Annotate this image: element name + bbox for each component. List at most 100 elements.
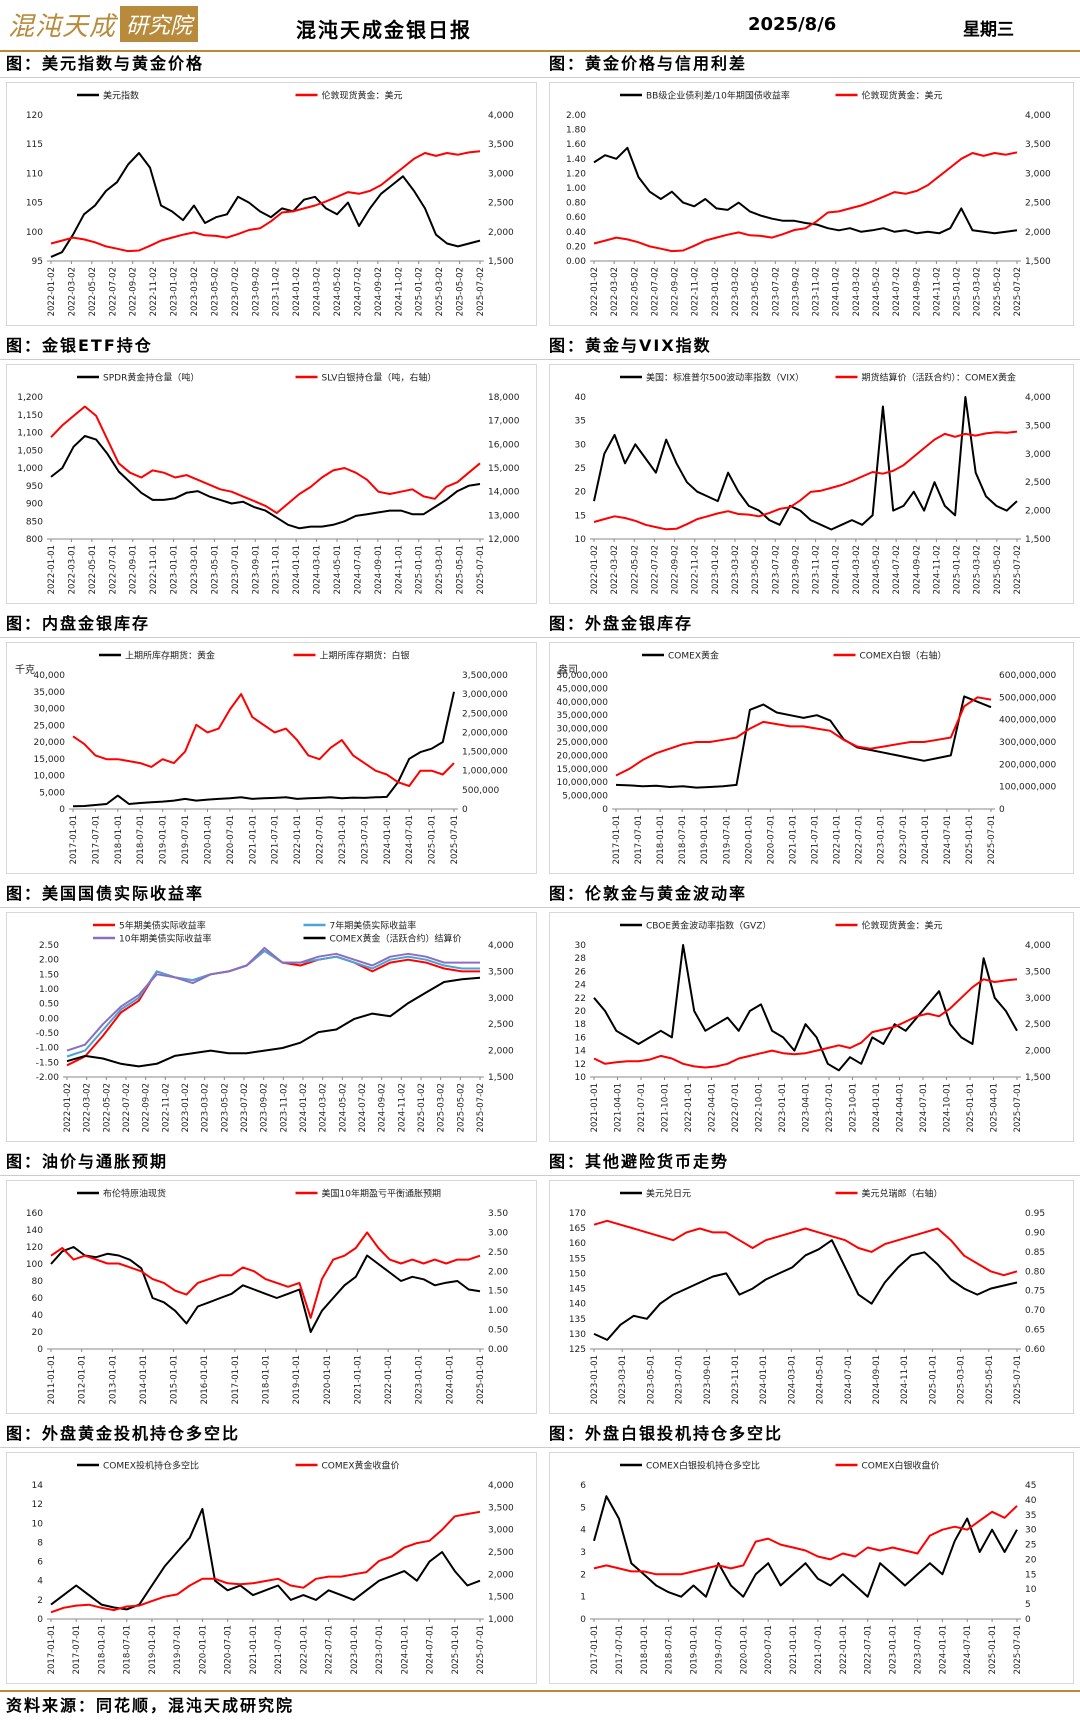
y-tick-label-right: 2,000 [1025,228,1051,238]
y-tick-label-left: 15,000,000 [556,765,608,775]
x-tick-label: 2024-05-02 [872,267,882,316]
x-tick-label: 2022-03-02 [67,267,77,316]
legend-label: COMEX黄金收盘价 [322,1460,400,1472]
x-tick-label: 2024-03-02 [313,267,323,316]
x-tick-label: 2023-07-01 [375,1625,385,1674]
y-tick-label-right: 4,000 [1025,941,1051,951]
panel-title: 图：金银ETF持仓 [0,332,543,360]
chart-legend: COMEX白银投机持仓多空比 COMEX白银收盘价 [620,1460,940,1472]
y-tick-label-left: -2.00 [36,1073,60,1083]
y-tick-label-right: 10 [1025,1585,1037,1595]
x-tick-label: 2023-05-02 [220,1083,230,1132]
x-tick-label: 2025-03-02 [435,267,445,316]
x-tick-label: 2024-05-01 [816,1355,826,1404]
line-chart: CBOE黄金波动率指数（GVZ） 伦敦现货黄金：美元 10 12 14 16 18 20 22 2… [575,920,1051,1133]
logo-main-text: 混沌天成 [8,11,117,42]
y-tick-label-right: 4,000 [1025,111,1051,121]
legend-label: COMEX黄金 [668,650,719,662]
x-tick-label: 2025-05-02 [456,1083,466,1132]
y-tick-label-right: 3.50 [488,1209,508,1219]
chart-legend: COMEX黄金 COMEX白银（右轴） [642,650,947,662]
x-tick-label: 2019-07-01 [714,1625,724,1674]
y-tick-label-left: 0.80 [566,199,586,209]
chart-panel: 5年期美债实际收益率 7年期美债实际收益率 10年期美债实际收益率 COMEX黄金（活… [6,912,537,1142]
x-tick-label: 2019-01-01 [700,815,710,864]
x-tick-label: 2018-01-01 [640,1625,650,1674]
legend-label: 10年期美债实际收益率 [119,933,211,945]
x-tick-label: 2019-07-01 [181,815,191,864]
line-chart: 美元指数 伦敦现货黄金：美元 95 100 105 110 115 120 1,500 2,000… [26,90,514,317]
panel-title: 图：其他避险货币走势 [543,1148,1080,1176]
x-tick-label: 2023-07-02 [240,1083,250,1132]
y-tick-label-right: 1.50 [488,1287,508,1297]
x-tick-label: 2022-07-02 [108,267,118,316]
y-tick-label-right: 2,500 [1025,199,1051,209]
x-tick-label: 2020-01-01 [323,1355,333,1404]
y-tick-label-right: 400,000,000 [999,716,1057,726]
y-tick-label-left: 10 [32,1519,44,1529]
x-tick-label: 2024-07-01 [405,815,415,864]
series-line [50,405,481,514]
y-tick-label-right: 15 [1025,1570,1036,1580]
y-tick-label-right: 500,000,000 [999,693,1057,703]
y-tick-label-left: 0.00 [566,257,586,267]
y-tick-label-left: 850 [26,517,43,527]
x-tick-label: 2023-11-02 [272,267,282,316]
y-tick-label-right: 15,000 [488,464,520,474]
x-tick-label: 2023-09-01 [703,1355,713,1404]
x-tick-label: 2024-11-02 [932,545,942,594]
x-tick-label: 2018-01-01 [114,815,124,864]
x-tick-label: 2023-11-02 [812,545,822,594]
y-axis-unit: 千克 [15,664,35,676]
x-tick-label: 2024-07-02 [358,1083,368,1132]
legend-label: COMEX白银收盘价 [862,1460,940,1472]
x-tick-label: 2025-01-02 [415,267,425,316]
panel-title: 图：黄金与VIX指数 [543,332,1080,360]
y-tick-label-right: 2,000,000 [462,728,508,738]
y-tick-label-right: 0.85 [1025,1248,1045,1258]
y-tick-label-left: 125 [569,1345,586,1355]
series-line [66,949,480,1067]
panel-title: 图：伦敦金与黄金波动率 [543,880,1080,908]
y-tick-label-left: 105 [26,199,43,209]
legend-label: 美元兑日元 [646,1188,691,1200]
y-tick-label-right: 2,500 [488,199,514,209]
y-tick-label-right: 1,500 [1025,257,1051,267]
y-tick-label-left: 120 [26,1243,43,1253]
x-tick-label: 2018-01-01 [97,1625,107,1674]
panel-title: 图：外盘金银库存 [543,610,1080,638]
x-tick-label: 2019-07-01 [722,815,732,864]
x-tick-label: 2021-01-01 [353,1355,363,1404]
x-tick-label: 2024-09-01 [374,545,384,594]
x-tick-label: 2017-07-01 [615,1625,625,1674]
x-tick-label: 2022-09-02 [129,267,139,316]
y-tick-label-right: 3,000,000 [462,690,508,700]
x-tick-label: 2023-05-02 [751,267,761,316]
report-weekday: 星期三 [963,20,1014,40]
y-tick-label-left: -1.00 [36,1044,60,1054]
y-tick-label-left: 5,000 [39,788,65,798]
x-tick-label: 2022-01-01 [839,1625,849,1674]
x-tick-label: 2024-01-02 [832,267,842,316]
chart-panel: 美元指数 伦敦现货黄金：美元 95 100 105 110 115 120 1,500 2,000… [6,82,537,326]
y-tick-label-right: 2,000 [488,1570,514,1580]
x-tick-label: 2017-07-01 [72,1625,82,1674]
x-tick-label: 2011-01-01 [47,1355,57,1404]
y-tick-label-right: 5 [1025,1600,1031,1610]
x-tick-label: 2025-05-02 [456,267,466,316]
series-line [593,1219,1018,1277]
chart-legend: 美国：标准普尔500波动率指数（VIX） 期货结算价（活跃合约）：COMEX黄金 [620,372,1016,384]
y-tick-label-right: 3,000 [488,169,514,179]
series-line [593,430,1018,531]
y-tick-label-left: -1.50 [36,1058,60,1068]
chart-legend: BB级企业债利差/10年期国债收益率 伦敦现货黄金：美元 [620,90,943,102]
y-tick-label-left: 1,100 [17,429,43,439]
x-tick-label: 2025-03-01 [957,1355,967,1404]
x-tick-label: 2024-05-02 [338,1083,348,1132]
y-tick-label-left: 25,000 [34,721,66,731]
y-tick-label-right: 1,000 [488,1615,514,1625]
x-tick-label: 2017-07-01 [91,815,101,864]
legend-label: COMEX投机持仓多空比 [103,1460,199,1472]
x-tick-label: 2024-03-02 [852,545,862,594]
y-tick-label-right: 1,000,000 [462,767,508,777]
